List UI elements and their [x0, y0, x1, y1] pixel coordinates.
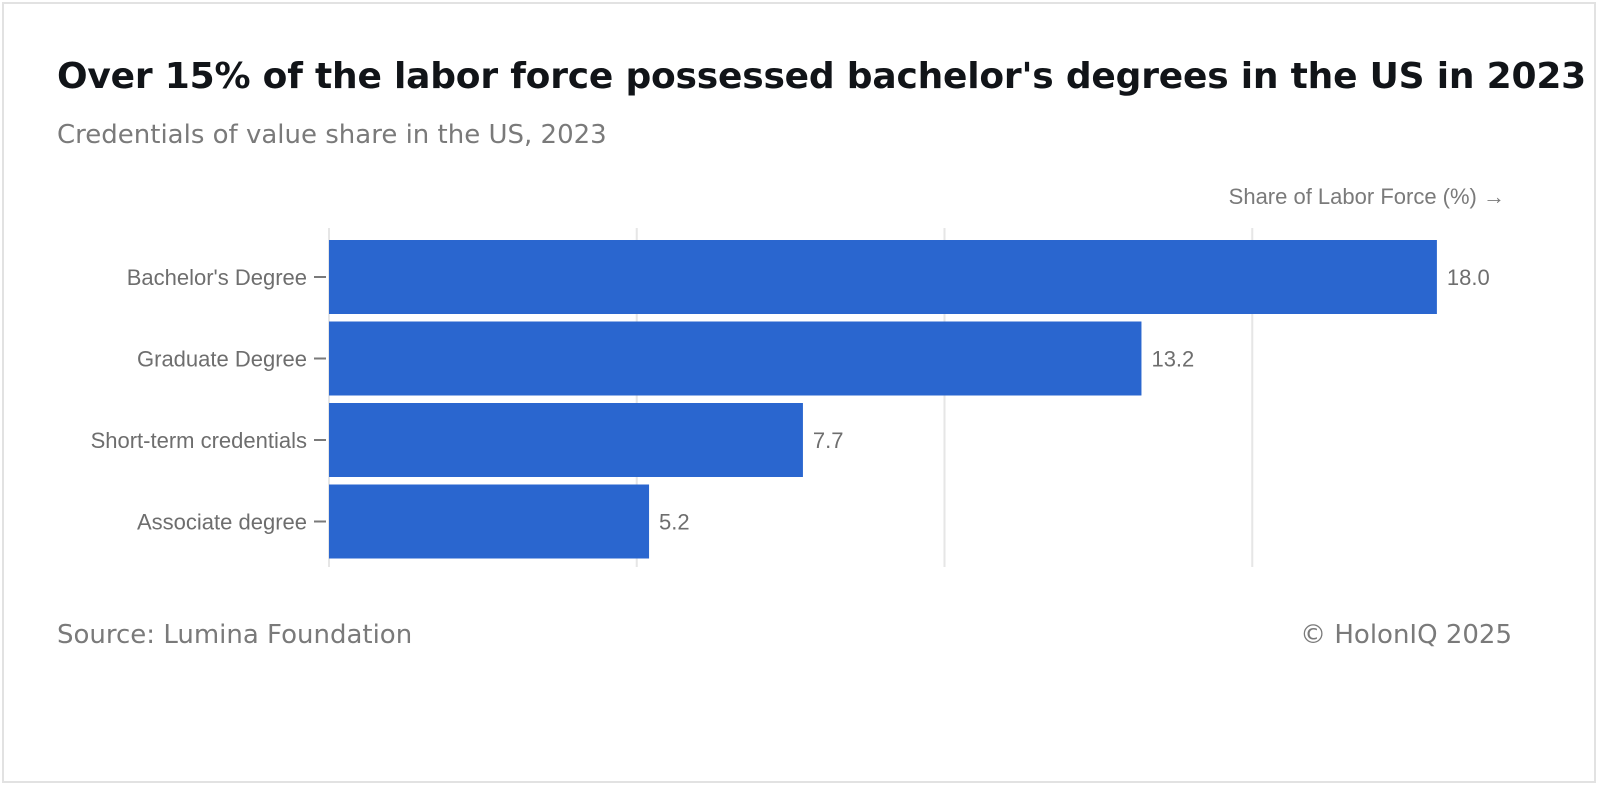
category-label: Associate degree: [137, 510, 307, 535]
category-label: Bachelor's Degree: [127, 265, 307, 290]
bar: [329, 484, 650, 559]
value-label: 13.2: [1151, 347, 1194, 372]
bar: [329, 403, 803, 477]
source-note: Source: Lumina Foundation: [57, 620, 413, 650]
category-label: Short-term credentials: [91, 428, 307, 453]
chart-title: Over 15% of the labor force possessed ba…: [57, 56, 1587, 97]
copyright-note: © HolonIQ 2025: [1300, 620, 1512, 650]
category-label: Graduate Degree: [137, 347, 307, 372]
chart-subtitle: Credentials of value share in the US, 20…: [57, 120, 607, 150]
x-axis-title: Share of Labor Force (%) →: [1229, 184, 1505, 209]
bar: [329, 321, 1142, 396]
value-label: 5.2: [659, 510, 690, 535]
bar: [329, 240, 1437, 314]
value-label: 18.0: [1447, 265, 1490, 290]
value-label: 7.7: [813, 428, 844, 453]
